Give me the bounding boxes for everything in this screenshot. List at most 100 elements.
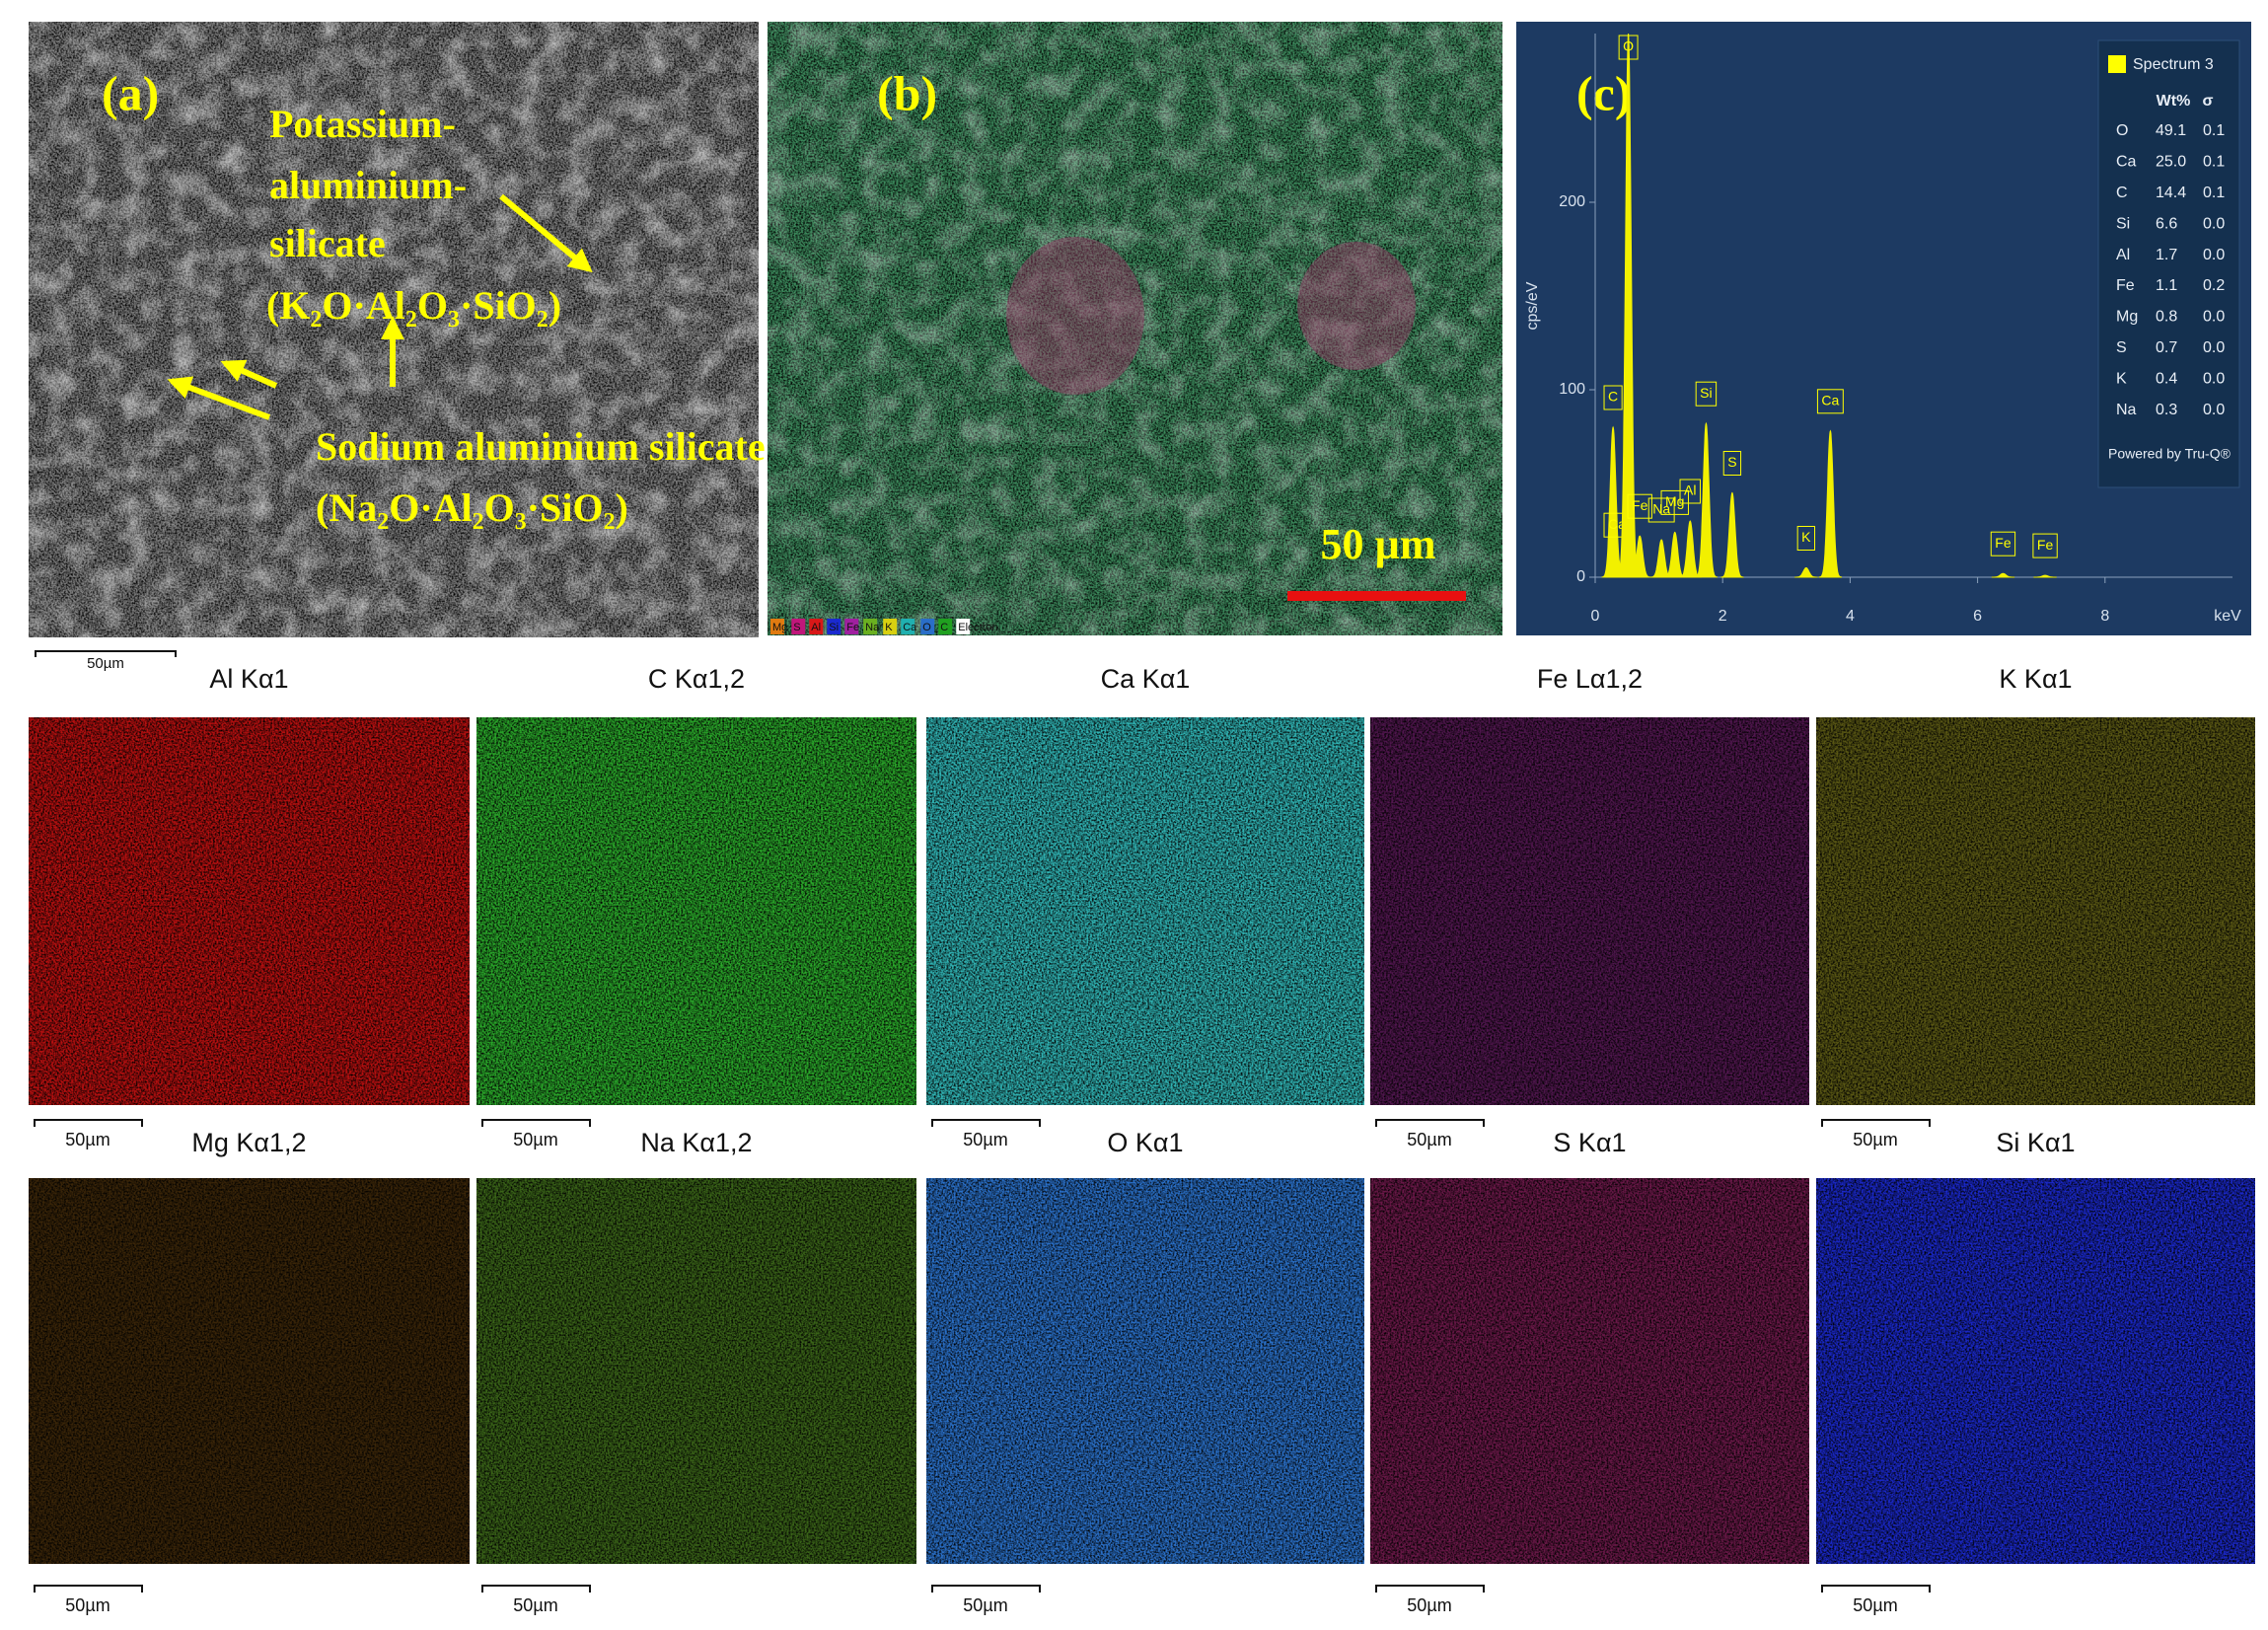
- map-title: K Kα1: [1999, 664, 2072, 694]
- peak-label: Fe: [2037, 537, 2054, 553]
- annotation: (Na₂O·Al₂O₃·SiO₂): [316, 485, 628, 530]
- scale-bar: [1287, 591, 1466, 601]
- legend-label: Si: [829, 622, 839, 633]
- peak-label-box: [1660, 489, 1689, 515]
- table-cell: 0.1: [2203, 122, 2225, 139]
- x-axis-label: keV: [2214, 608, 2241, 625]
- map-texture: [476, 717, 916, 1105]
- peak-label-box: [1603, 385, 1623, 410]
- scale-label: 50µm: [963, 1130, 1007, 1149]
- element-map: Ca Kα1 50µm: [926, 664, 1364, 1149]
- table-header: σ: [2203, 93, 2214, 110]
- legend-label: K: [885, 622, 893, 633]
- peak-label-box: [1990, 531, 2016, 556]
- table-cell: O: [2116, 122, 2128, 139]
- scale-bar: [1375, 1585, 1485, 1593]
- map-title: S Kα1: [1553, 1128, 1626, 1157]
- map-texture: [926, 717, 1364, 1105]
- peak-label-box: [1679, 479, 1701, 504]
- table-cell: 0.0: [2203, 402, 2225, 418]
- x-tick-label: 4: [1846, 608, 1855, 625]
- panel-a: (a) Potassium- aluminium- silicate (K₂O·…: [29, 22, 766, 672]
- peak-label-box: [2032, 533, 2058, 558]
- element-map: O Kα1 50µm: [926, 1128, 1364, 1615]
- map-texture: [1370, 1178, 1809, 1564]
- arrows: [167, 193, 593, 420]
- peak-label: C: [1608, 389, 1618, 405]
- legend-swatch: [956, 619, 971, 634]
- scale-label: 50µm: [513, 1595, 557, 1615]
- y-tick-label: 200: [1559, 193, 1585, 210]
- results-table: [2097, 39, 2240, 488]
- scale-bar: [931, 1119, 1041, 1127]
- spectrum-peak: [1794, 567, 1818, 578]
- peak-label-box: [1618, 35, 1639, 60]
- scale-label: 50 µm: [1320, 520, 1435, 568]
- legend-swatch: [809, 619, 824, 634]
- peak-label: Mg: [1665, 493, 1684, 509]
- scale-label: 50µm: [1853, 1130, 1897, 1149]
- table-cell: K: [2116, 370, 2127, 387]
- legend: Mg S Al Si Fe Na K Ca O C Electron: [770, 619, 998, 634]
- legend-swatch: [2108, 55, 2126, 73]
- scale-bar: [34, 1585, 143, 1593]
- legend-swatch: [901, 619, 915, 634]
- scale-bar: [1821, 1585, 1931, 1593]
- legend-swatch: [827, 619, 841, 634]
- legend-label: Electron: [958, 622, 997, 633]
- table-cell: 0.7: [2156, 339, 2177, 356]
- map-title: C Kα1,2: [648, 664, 745, 694]
- peak-label-box: [1722, 451, 1742, 476]
- scale-bar: [931, 1585, 1041, 1593]
- peak-label: Ca: [1821, 393, 1839, 408]
- peak-label: Fe: [1632, 497, 1648, 513]
- map-title: Fe Lα1,2: [1537, 664, 1643, 694]
- map-texture: [29, 717, 470, 1105]
- legend-label: S: [793, 622, 800, 633]
- peak-label: Ca: [1608, 516, 1626, 532]
- spectrum-peak: [1628, 535, 1651, 578]
- table-cell: Na: [2116, 402, 2137, 418]
- table-cell: 0.1: [2203, 185, 2225, 201]
- scale-label: 50µm: [87, 655, 124, 672]
- legend-label: O: [922, 622, 931, 633]
- element-maps: Al Kα1 50µm C Kα1,2 50µm Ca Kα1 50µm Fe Lα1,2 5…: [29, 664, 2255, 1615]
- peak-label-box: [1695, 381, 1718, 407]
- y-axis-label: cps/eV: [1524, 281, 1541, 330]
- table-cell: Ca: [2116, 154, 2137, 171]
- legend-swatch: [920, 619, 935, 634]
- peak-label-box: [1627, 493, 1652, 519]
- map-title: Si Kα1: [1996, 1128, 2075, 1157]
- table-cell: 0.1: [2203, 154, 2225, 171]
- table-title: Spectrum 3: [2133, 56, 2214, 73]
- legend-label: Al: [811, 622, 821, 633]
- table-cell: 0.2: [2203, 277, 2225, 294]
- panel-c: (c) cps/eV keV Spectrum 3 Wt% σ Powered …: [1516, 22, 2251, 635]
- y-tick-label: 0: [1576, 568, 1585, 585]
- map-texture: [29, 1178, 470, 1564]
- spectrum-peak: [1720, 491, 1744, 578]
- table-cell: Fe: [2116, 277, 2135, 294]
- table-cell: 0.0: [2203, 215, 2225, 232]
- legend-swatch: [770, 619, 784, 634]
- scale-bar: [1821, 1119, 1931, 1127]
- map-title: Ca Kα1: [1101, 664, 1191, 694]
- element-map: Fe Lα1,2 50µm: [1370, 664, 1809, 1149]
- panel-label: (a): [102, 65, 159, 120]
- annotation: Potassium-: [269, 102, 456, 146]
- scale-bar: [35, 650, 177, 657]
- element-map: K Kα1 50µm: [1816, 664, 2255, 1149]
- x-tick-label: 8: [2100, 608, 2109, 625]
- legend-label: Mg: [772, 622, 787, 633]
- table-cell: Si: [2116, 215, 2130, 232]
- annotation: aluminium-: [269, 163, 467, 207]
- legend-swatch: [863, 619, 878, 634]
- table-cell: 25.0: [2156, 154, 2186, 171]
- peak-label: K: [1801, 529, 1811, 545]
- legend-swatch: [938, 619, 953, 634]
- panel-b: (b) 50 µm Mg S Al Si Fe Na K Ca O C Electron: [768, 22, 1502, 635]
- legend-label: Ca: [903, 622, 917, 633]
- table-cell: 49.1: [2156, 122, 2186, 139]
